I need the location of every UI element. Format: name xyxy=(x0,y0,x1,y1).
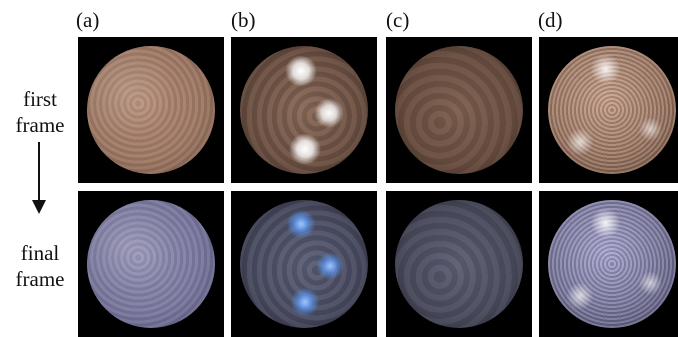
panel-c-first-frame xyxy=(386,37,532,183)
row-label-frame-word: frame xyxy=(15,113,65,137)
panel-c-final-frame xyxy=(386,191,532,337)
row-label-first-frame: first frame xyxy=(0,86,80,138)
highlight-spot xyxy=(284,56,318,86)
panel-a-final-frame xyxy=(78,191,224,337)
panel-d-first-frame xyxy=(539,37,678,183)
column-label-b: (b) xyxy=(231,8,256,32)
panel-a-first-frame xyxy=(78,37,224,183)
sphere-b-first xyxy=(240,46,368,174)
panel-b-first-frame xyxy=(231,37,377,183)
row-label-frame-word: frame xyxy=(15,267,65,291)
row-label-first-word: first xyxy=(23,87,57,111)
column-label-a: (a) xyxy=(76,8,100,32)
row-label-final-frame: final frame xyxy=(0,240,80,292)
highlight-spot xyxy=(288,134,322,164)
highlight-spot xyxy=(286,210,316,238)
column-label-d: (d) xyxy=(538,8,563,32)
highlight-spot xyxy=(314,98,344,128)
sphere-b-final xyxy=(240,200,368,328)
sphere-d-final xyxy=(548,200,676,328)
sphere-c-final xyxy=(395,200,523,328)
sphere-a-final xyxy=(87,200,215,328)
column-label-c: (c) xyxy=(386,8,410,32)
highlight-spot xyxy=(316,252,344,280)
panel-b-final-frame xyxy=(231,191,377,337)
row-label-final-word: final xyxy=(20,241,60,265)
highlight-spot xyxy=(290,288,320,316)
sphere-a-first xyxy=(87,46,215,174)
down-arrow-icon xyxy=(32,142,46,214)
panel-d-final-frame xyxy=(539,191,678,337)
sphere-c-first xyxy=(395,46,523,174)
sphere-d-first xyxy=(548,46,676,174)
